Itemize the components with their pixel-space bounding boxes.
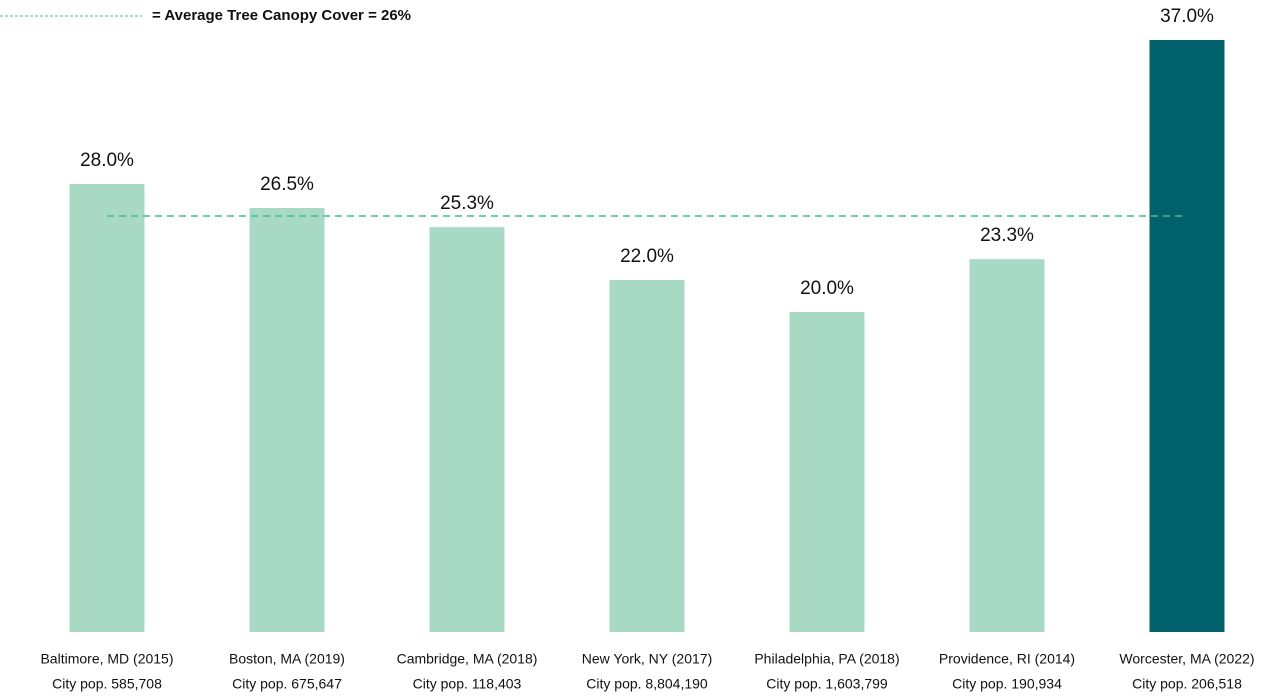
- x-tick-note: City pop. 8,804,190: [586, 676, 708, 692]
- x-tick-note: City pop. 585,708: [52, 676, 162, 692]
- x-tick-label: Providence, RI (2014): [939, 651, 1075, 667]
- bar: [249, 208, 325, 632]
- reference-legend-label: = Average Tree Canopy Cover = 26%: [152, 7, 411, 24]
- bar: [969, 259, 1045, 632]
- bar: [609, 280, 685, 632]
- x-tick-note: City pop. 118,403: [413, 676, 522, 692]
- value-label: 23.3%: [980, 225, 1034, 246]
- x-tick-note: City pop. 1,603,799: [766, 676, 888, 692]
- x-tick-label: New York, NY (2017): [582, 651, 712, 667]
- x-tick-label: Boston, MA (2019): [229, 651, 345, 667]
- x-tick-label: Philadelphia, PA (2018): [754, 651, 899, 667]
- x-tick-label: Cambridge, MA (2018): [397, 651, 538, 667]
- bar: [69, 184, 145, 632]
- x-tick-note: City pop. 190,934: [952, 676, 1062, 692]
- value-label: 25.3%: [440, 193, 494, 214]
- x-tick-note: City pop. 206,518: [1132, 676, 1242, 692]
- value-label: 28.0%: [80, 150, 134, 171]
- value-label: 26.5%: [260, 174, 314, 195]
- x-tick-note: City pop. 675,647: [232, 676, 342, 692]
- bar: [1149, 40, 1225, 632]
- x-tick-label: Worcester, MA (2022): [1119, 651, 1254, 667]
- value-label: 22.0%: [620, 246, 674, 267]
- x-tick-label: Baltimore, MD (2015): [40, 651, 173, 667]
- bar: [429, 227, 505, 632]
- value-label: 37.0%: [1160, 6, 1214, 27]
- value-label: 20.0%: [800, 278, 854, 299]
- bar: [789, 312, 865, 632]
